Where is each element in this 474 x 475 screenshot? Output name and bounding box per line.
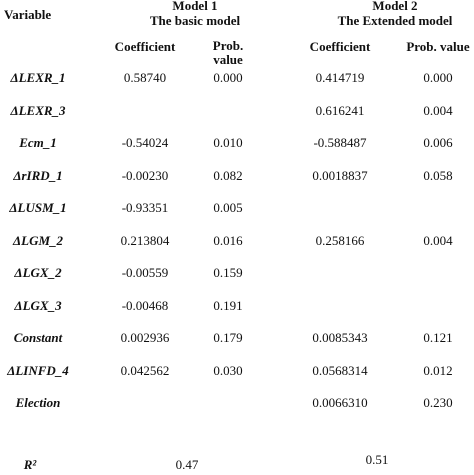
variable-name: ΔLEXR_1 xyxy=(10,70,66,85)
cell-value: 0.230 xyxy=(423,395,453,410)
cell-value: 0.58740 xyxy=(123,70,167,85)
cell-value: 0.004 xyxy=(423,102,453,118)
cell-value: 0.010 xyxy=(213,135,243,150)
cell-value: 0.191 xyxy=(213,297,243,313)
variable-name: Ecm_1 xyxy=(19,135,57,150)
cell-value: 0.006 xyxy=(423,135,453,150)
variable-name: Constant xyxy=(13,330,63,345)
model-subtitle: The Extended model xyxy=(337,13,453,28)
cell-value: 0.058 xyxy=(423,167,453,183)
column-header: Coefficient xyxy=(309,39,371,54)
variable-name: ΔLEXR_3 xyxy=(10,102,66,118)
cell-value: -0.00559 xyxy=(121,265,169,280)
variable-name: Election xyxy=(15,395,61,410)
cell-value: -0.588487 xyxy=(313,135,367,150)
cell-value: 0.082 xyxy=(213,167,243,183)
cell-value: 0.121 xyxy=(423,330,453,345)
variable-name: ΔLGM_2 xyxy=(12,232,64,248)
cell-value: 0.000 xyxy=(423,70,453,85)
cell-value: 0.002936 xyxy=(120,330,170,345)
column-header: Prob. value xyxy=(406,39,470,54)
variable-name: ΔLGX_2 xyxy=(14,265,62,280)
cell-value: 0.012 xyxy=(423,362,453,378)
r-squared-value: 0.47 xyxy=(175,457,199,472)
model-title: Model 1 xyxy=(172,0,218,13)
cell-value: -0.54024 xyxy=(121,135,169,150)
cell-value: 0.159 xyxy=(213,265,243,280)
cell-value: -0.00230 xyxy=(121,167,169,183)
variable-name: ΔLINFD_4 xyxy=(7,362,69,378)
variable-name: ΔLUSM_1 xyxy=(9,200,67,215)
cell-value: 0.0085343 xyxy=(312,330,368,345)
cell-value: 0.030 xyxy=(213,362,243,378)
r-squared-value: 0.51 xyxy=(365,452,389,467)
variable-header: Variable xyxy=(4,7,52,22)
model-title: Model 2 xyxy=(372,0,418,13)
r-squared-label: R² xyxy=(23,457,37,472)
column-header: Coefficient xyxy=(114,39,176,54)
cell-value: -0.93351 xyxy=(121,200,169,215)
column-header: Prob. value xyxy=(212,38,244,67)
cell-value: 0.616241 xyxy=(315,102,365,118)
cell-value: 0.005 xyxy=(213,200,243,215)
cell-value: 0.004 xyxy=(423,232,453,248)
cell-value: 0.0018837 xyxy=(312,167,368,183)
cell-value: 0.213804 xyxy=(120,232,170,248)
cell-value: 0.042562 xyxy=(120,362,170,378)
cell-value: 0.000 xyxy=(213,70,243,85)
cell-value: 0.179 xyxy=(213,330,243,345)
model-subtitle: The basic model xyxy=(149,13,241,28)
cell-value: -0.00468 xyxy=(121,297,169,313)
variable-name: ΔLGX_3 xyxy=(14,297,62,313)
cell-value: 0.016 xyxy=(213,232,243,248)
variable-name: ΔrIRD_1 xyxy=(13,167,63,183)
cell-value: 0.0568314 xyxy=(312,362,368,378)
cell-value: 0.258166 xyxy=(315,232,365,248)
cell-value: 0.0066310 xyxy=(312,395,368,410)
cell-value: 0.414719 xyxy=(315,70,365,85)
